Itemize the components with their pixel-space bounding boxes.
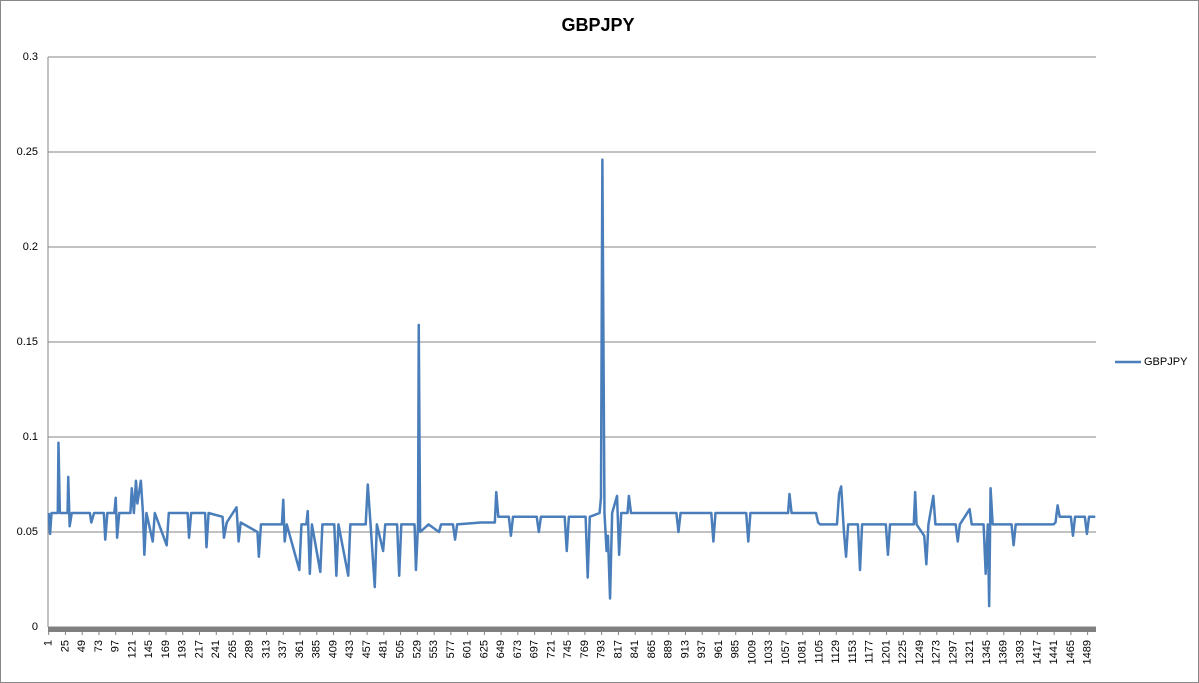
x-tick-label: 1369 [998,640,1010,664]
x-tick-label: 865 [646,640,658,658]
x-tick-label: 217 [193,640,205,658]
y-tick-label: 0.1 [23,431,38,443]
legend-label: GBPJPY [1144,356,1188,368]
x-tick-label: 649 [495,640,507,658]
x-tick-label: 1249 [914,640,926,664]
x-tick-label: 841 [629,640,641,658]
x-tick-label: 409 [327,640,339,658]
x-tick-label: 769 [579,640,591,658]
x-tick-label: 1105 [813,640,825,664]
y-tick-label: 0 [32,621,38,633]
chart-title: GBPJPY [561,15,634,35]
x-tick-label: 961 [713,640,725,658]
x-tick-label: 337 [277,640,289,658]
x-tick-label: 313 [260,640,272,658]
x-tick-label: 1225 [897,640,909,664]
data-line [47,158,1096,608]
x-tick-label: 241 [210,640,222,658]
x-tick-label: 913 [679,640,691,658]
x-tick-label: 265 [227,640,239,658]
x-tick-label: 1129 [830,640,842,664]
x-tick-label: 1417 [1031,640,1043,664]
x-tick-label: 1081 [797,640,809,664]
x-tick-label: 1009 [746,640,758,664]
x-tick-label: 97 [110,640,122,652]
x-tick-label: 73 [93,640,105,652]
y-tick-label: 0.2 [23,241,38,253]
x-tick-label: 1297 [947,640,959,664]
x-tick-label: 985 [730,640,742,658]
x-tick-label: 1273 [931,640,943,664]
x-tick-label: 793 [596,640,608,658]
x-tick-label: 1441 [1048,640,1060,664]
x-tick-label: 1345 [981,640,993,664]
x-tick-label: 697 [529,640,541,658]
x-tick-label: 1177 [864,640,876,664]
x-tick-label: 1153 [847,640,859,664]
x-tick-label: 121 [126,640,138,658]
x-tick-label: 25 [59,640,71,652]
x-tick-label: 817 [612,640,624,658]
y-tick-label: 0.25 [17,146,38,158]
y-tick-label: 0.05 [17,526,38,538]
x-tick-label: 625 [478,640,490,658]
x-tick-label: 361 [294,640,306,658]
x-tick-label: 481 [378,640,390,658]
y-tick-label: 0.15 [17,336,38,348]
x-tick-label: 505 [394,640,406,658]
y-tick-label: 0.3 [23,51,38,63]
x-axis [48,627,1096,632]
x-tick-label: 721 [545,640,557,658]
x-tick-label: 553 [428,640,440,658]
x-tick-label: 1465 [1065,640,1077,664]
x-tick-label: 169 [160,640,172,658]
x-tick-label: 1321 [964,640,976,664]
x-tick-label: 433 [344,640,356,658]
x-tick-label: 1393 [1015,640,1027,664]
x-tick-label: 1201 [880,640,892,664]
x-tick-label: 1033 [763,640,775,664]
x-tick-label: 193 [177,640,189,658]
x-tick-label: 1057 [780,640,792,664]
x-tick-label: 49 [76,640,88,652]
x-tick-label: 385 [311,640,323,658]
x-tick-label: 577 [445,640,457,658]
x-tick-label: 937 [696,640,708,658]
x-tick-label: 673 [512,640,524,658]
x-tick-label: 889 [663,640,675,658]
x-tick-label: 1 [43,640,55,646]
x-tick-label: 745 [562,640,574,658]
x-tick-label: 601 [462,640,474,658]
x-tick-label: 145 [143,640,155,658]
x-tick-label: 529 [411,640,423,658]
x-tick-label: 1489 [1082,640,1094,664]
x-tick-label: 457 [361,640,373,658]
x-tick-label: 289 [244,640,256,658]
